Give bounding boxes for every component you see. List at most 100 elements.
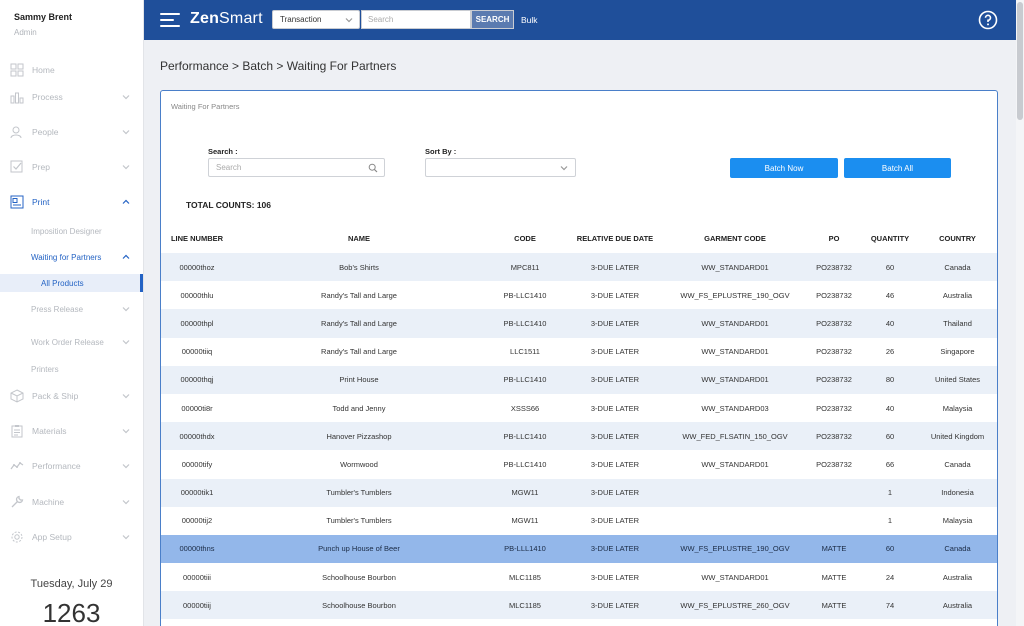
table-cell: 80 xyxy=(863,365,917,394)
table-cell: 00000thlu xyxy=(161,281,233,310)
table-row[interactable]: 00000tify Wormwood PB-LLC1410 3-DUE LATER WW… xyxy=(161,450,997,479)
table-cell: Indonesia xyxy=(917,478,997,507)
table-cell: WW_FS_EPLUSTRE_190_OGV xyxy=(665,281,805,310)
search-type-value: Transaction xyxy=(280,15,322,24)
sidebar-item-label: People xyxy=(32,127,59,137)
sidebar-subitem-press-release[interactable]: Press Release xyxy=(0,300,143,318)
column-header[interactable]: NAME xyxy=(233,224,485,253)
sidebar-item-prep[interactable]: Prep xyxy=(0,157,143,177)
table-cell: MPC811 xyxy=(485,253,565,282)
table-cell: PO238732 xyxy=(805,365,863,394)
sidebar-item-people[interactable]: People xyxy=(0,122,143,142)
column-header[interactable]: PO xyxy=(805,224,863,253)
table-cell: PB-LLC1410 xyxy=(485,422,565,451)
top-search-input[interactable]: Search xyxy=(361,10,471,29)
table-row[interactable]: 00000thqj Print House PB-LLC1410 3-DUE LATE… xyxy=(161,365,997,394)
table-cell: PB-LLC1410 xyxy=(485,281,565,310)
chevron-down-icon xyxy=(121,532,131,542)
table-row[interactable]: 00000thns Punch up House of Beer PB-LLL141… xyxy=(161,534,997,564)
column-header[interactable]: CODE xyxy=(485,224,565,253)
table-row[interactable]: 00000thlu Randy's Tall and Large PB-LLC141… xyxy=(161,281,997,310)
table-row[interactable]: 00000tik1 Tumbler's Tumblers MGW11 3-DUE LA… xyxy=(161,478,997,507)
column-header[interactable]: GARMENT CODE xyxy=(665,224,805,253)
table-row[interactable]: 00000tiii Schoolhouse Bourbon MLC1185 3-DUE… xyxy=(161,563,997,592)
top-search-button[interactable]: SEARCH xyxy=(471,10,514,29)
table-cell: 46 xyxy=(863,281,917,310)
sidebar-item-label: App Setup xyxy=(32,532,72,542)
table-cell: PO238732 xyxy=(805,393,863,423)
table-cell: WW_STANDARD01 xyxy=(665,365,805,394)
sidebar: Sammy Brent Admin Home Process People Pr… xyxy=(0,0,144,626)
table-cell: MGW11 xyxy=(485,506,565,535)
table-cell: Punch up House of Beer xyxy=(233,534,485,564)
table-cell: Australia xyxy=(917,563,997,592)
help-icon[interactable] xyxy=(978,10,998,30)
clipboard-icon xyxy=(10,424,24,438)
table-cell: MATTE xyxy=(805,591,863,620)
table-cell xyxy=(665,478,805,507)
chevron-down-icon xyxy=(559,163,569,173)
sidebar-item-home[interactable]: Home xyxy=(0,60,143,80)
table-cell: 3-DUE LATER xyxy=(565,365,665,394)
table-cell: Todd and Jenny xyxy=(233,393,485,423)
sidebar-item-machine[interactable]: Machine xyxy=(0,492,143,512)
table-cell: PO238732 xyxy=(805,450,863,479)
sidebar-subitem-imposition-designer[interactable]: Imposition Designer xyxy=(0,222,143,240)
table-cell: PB-LLL1410 xyxy=(485,534,565,564)
chevron-down-icon xyxy=(121,426,131,436)
table-row[interactable]: 00000ti8r Todd and Jenny XSSS66 3-DUE LATER… xyxy=(161,393,997,423)
table-row[interactable]: 00000tij2 Tumbler's Tumblers MGW11 3-DUE LA… xyxy=(161,506,997,535)
sidebar-subitem-printers[interactable]: Printers xyxy=(0,360,143,378)
table-cell: 3-DUE LATER xyxy=(565,422,665,451)
sidebar-item-print[interactable]: Print xyxy=(0,192,143,212)
sort-by-select[interactable] xyxy=(425,158,576,177)
column-header[interactable]: LINE NUMBER xyxy=(161,224,233,253)
table-row[interactable]: 00000thpl Randy's Tall and Large PB-LLC141… xyxy=(161,309,997,338)
column-header[interactable]: QUANTITY xyxy=(863,224,917,253)
table-cell: 26 xyxy=(863,337,917,366)
table-cell: PO238732 xyxy=(805,422,863,451)
sidebar-item-performance[interactable]: Performance xyxy=(0,456,143,476)
table-row[interactable]: 00000tiij Schoolhouse Bourbon MLC1185 3-DUE… xyxy=(161,591,997,620)
sidebar-item-process[interactable]: Process xyxy=(0,87,143,107)
table-row[interactable]: 00000thoz Bob's Shirts MPC811 3-DUE LATER WW… xyxy=(161,253,997,282)
table-cell: 00000thdx xyxy=(161,422,233,451)
table-cell: 00000tiiq xyxy=(161,337,233,366)
scrollbar-thumb[interactable] xyxy=(1017,2,1023,120)
sidebar-subitem-all-products[interactable]: All Products xyxy=(0,274,143,292)
search-type-select[interactable]: Transaction xyxy=(272,10,360,29)
table-cell: Malaysia xyxy=(917,506,997,535)
column-header[interactable]: RELATIVE DUE DATE xyxy=(565,224,665,253)
search-input[interactable]: Search xyxy=(208,158,385,177)
sidebar-item-app-setup[interactable]: App Setup xyxy=(0,527,143,547)
table-row[interactable]: 00000thdx Hanover Pizzashop PB-LLC1410 3-DU… xyxy=(161,422,997,451)
batch-all-button[interactable]: Batch All xyxy=(844,158,951,178)
chevron-down-icon xyxy=(121,461,131,471)
chevron-down-icon xyxy=(121,497,131,507)
menu-icon[interactable] xyxy=(160,13,180,27)
sidebar-item-label: Materials xyxy=(32,426,67,436)
table-cell: Tumbler's Tumblers xyxy=(233,478,485,507)
page-scrollbar[interactable] xyxy=(1016,0,1024,626)
table-header-row: LINE NUMBER NAME CODE RELATIVE DUE DATE … xyxy=(161,224,997,253)
sidebar-item-materials[interactable]: Materials xyxy=(0,421,143,441)
table-cell: 1 xyxy=(863,506,917,535)
table-cell: 3-DUE LATER xyxy=(565,478,665,507)
table-cell: MLC1185 xyxy=(485,591,565,620)
chevron-down-icon xyxy=(121,304,131,314)
table-cell: WW_FS_EPLUSTRE_260_OGV xyxy=(665,591,805,620)
sidebar-subitem-work-order-release[interactable]: Work Order Release xyxy=(0,333,143,351)
table-cell: Hanover Pizzashop xyxy=(233,422,485,451)
column-header[interactable]: COUNTRY xyxy=(917,224,997,253)
table-cell: 40 xyxy=(863,393,917,423)
sidebar-subitem-waiting-for-partners[interactable]: Waiting for Partners xyxy=(0,248,143,266)
bulk-link[interactable]: Bulk xyxy=(521,15,538,25)
print-icon xyxy=(10,195,24,209)
current-date: Tuesday, July 29 xyxy=(30,578,113,590)
waiting-for-partners-panel: Waiting For Partners Search : Search Sor… xyxy=(160,90,998,626)
batch-now-button[interactable]: Batch Now xyxy=(730,158,838,178)
sidebar-subitem-label: Press Release xyxy=(31,304,84,314)
table-cell: 00000tify xyxy=(161,450,233,479)
sidebar-item-pack-ship[interactable]: Pack & Ship xyxy=(0,386,143,406)
table-row[interactable]: 00000tiiq Randy's Tall and Large LLC1511 3-… xyxy=(161,337,997,366)
